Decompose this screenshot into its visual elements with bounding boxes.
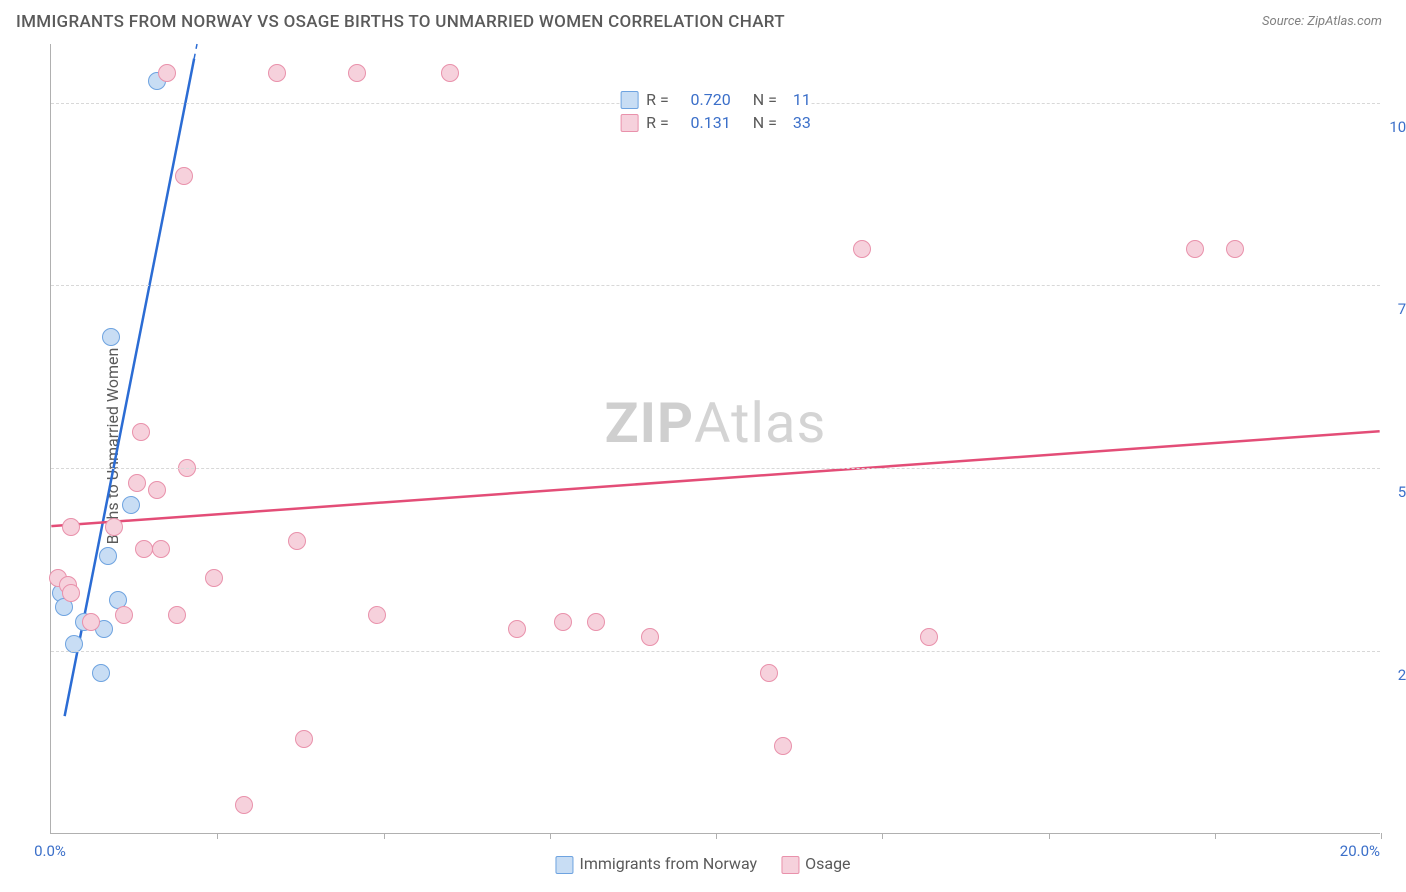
data-point — [853, 240, 871, 258]
data-point — [268, 64, 286, 82]
data-point — [152, 540, 170, 558]
legend-n-label: N = — [753, 113, 777, 132]
legend-label: Osage — [805, 854, 850, 873]
data-point — [62, 518, 80, 536]
data-point — [295, 730, 313, 748]
data-point — [132, 423, 150, 441]
series-legend: Immigrants from Norway Osage — [555, 854, 850, 874]
x-tick-mark — [384, 833, 385, 839]
data-point — [1186, 240, 1204, 258]
legend-label: Immigrants from Norway — [579, 854, 757, 873]
correlation-legend: R = 0.720 N = 11 R = 0.131 N = 33 — [620, 88, 811, 134]
gridline — [51, 651, 1380, 652]
x-tick-mark — [716, 833, 717, 839]
data-point — [158, 64, 176, 82]
data-point — [102, 328, 120, 346]
legend-r-value: 0.131 — [677, 113, 731, 132]
legend-n-value: 11 — [785, 90, 811, 109]
x-tick-mark — [1049, 833, 1050, 839]
data-point — [92, 664, 110, 682]
data-point — [1226, 240, 1244, 258]
watermark-light: Atlas — [694, 390, 826, 456]
y-tick-label: 75.0% — [1398, 300, 1406, 318]
data-point — [554, 613, 572, 631]
source-attribution: Source: ZipAtlas.com — [1262, 14, 1382, 29]
data-point — [774, 737, 792, 755]
data-point — [348, 64, 366, 82]
x-tick-mark — [1215, 833, 1216, 839]
legend-item: Osage — [781, 854, 850, 874]
data-point — [62, 584, 80, 602]
data-point — [508, 620, 526, 638]
gridline — [51, 285, 1380, 286]
data-point — [128, 474, 146, 492]
trend-line — [51, 431, 1379, 526]
data-point — [175, 167, 193, 185]
x-tick-mark — [217, 833, 218, 839]
data-point — [368, 606, 386, 624]
data-point — [205, 569, 223, 587]
gridline — [51, 468, 1380, 469]
data-point — [122, 496, 140, 514]
legend-r-label: R = — [646, 90, 669, 109]
chart-title: IMMIGRANTS FROM NORWAY VS OSAGE BIRTHS T… — [16, 12, 785, 32]
y-tick-label: 50.0% — [1398, 483, 1406, 501]
y-tick-label: 25.0% — [1398, 666, 1406, 684]
legend-swatch — [555, 856, 573, 874]
data-point — [99, 547, 117, 565]
legend-row: R = 0.720 N = 11 — [620, 88, 811, 111]
data-point — [641, 628, 659, 646]
data-point — [115, 606, 133, 624]
x-tick-mark — [550, 833, 551, 839]
data-point — [168, 606, 186, 624]
legend-n-value: 33 — [785, 113, 811, 132]
data-point — [82, 613, 100, 631]
legend-r-value: 0.720 — [677, 90, 731, 109]
data-point — [235, 796, 253, 814]
data-point — [441, 64, 459, 82]
data-point — [920, 628, 938, 646]
legend-n-label: N = — [753, 90, 777, 109]
legend-r-label: R = — [646, 113, 669, 132]
legend-swatch — [620, 114, 638, 132]
data-point — [148, 481, 166, 499]
watermark: ZIPAtlas — [605, 390, 827, 456]
watermark-bold: ZIP — [605, 390, 694, 456]
data-point — [65, 635, 83, 653]
x-tick-mark — [1381, 833, 1382, 839]
x-axis-max-label: 20.0% — [1340, 842, 1380, 860]
data-point — [760, 664, 778, 682]
y-tick-label: 100.0% — [1389, 118, 1406, 136]
trend-line-extension — [194, 44, 197, 59]
x-axis-min-label: 0.0% — [34, 842, 66, 860]
legend-swatch — [781, 856, 799, 874]
x-tick-mark — [882, 833, 883, 839]
data-point — [587, 613, 605, 631]
legend-row: R = 0.131 N = 33 — [620, 111, 811, 134]
data-point — [135, 540, 153, 558]
legend-item: Immigrants from Norway — [555, 854, 757, 874]
data-point — [105, 518, 123, 536]
legend-swatch — [620, 91, 638, 109]
trend-lines-svg — [51, 44, 1380, 833]
chart-plot-area: ZIPAtlas R =0.720N =11R =0.131N =33 25.0… — [50, 44, 1380, 834]
data-point — [288, 532, 306, 550]
